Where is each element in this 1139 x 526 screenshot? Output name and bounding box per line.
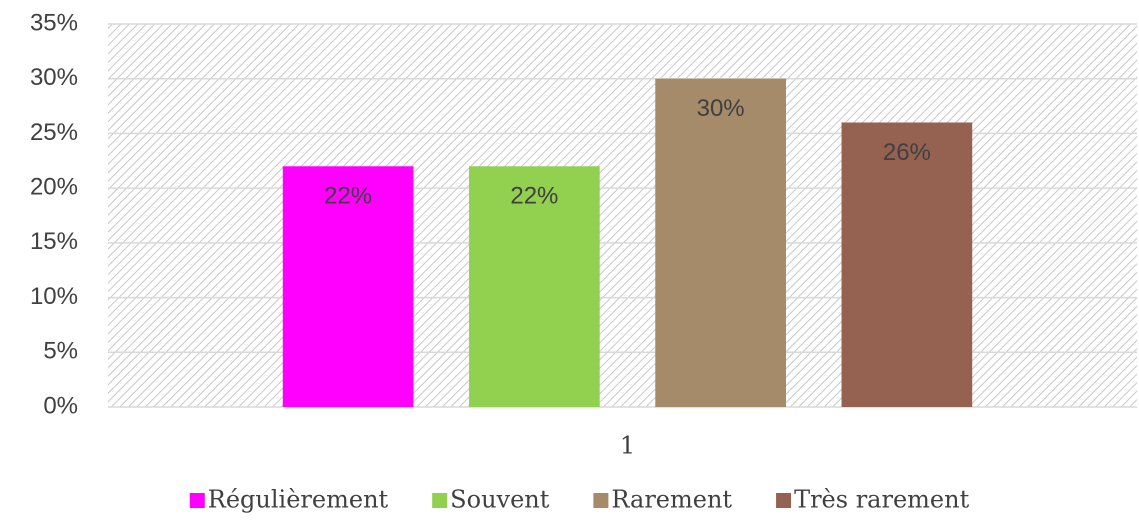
y-tick-label: 30% — [30, 64, 78, 91]
y-tick-label: 35% — [30, 9, 78, 36]
y-tick-label: 0% — [43, 392, 78, 419]
y-tick-label: 5% — [43, 338, 78, 365]
legend-label: Souvent — [450, 486, 550, 514]
y-tick-label: 15% — [30, 228, 78, 255]
bar — [655, 78, 786, 407]
legend-swatch — [432, 493, 448, 508]
legend-swatch — [593, 493, 609, 508]
bar — [282, 166, 414, 407]
y-tick-label: 20% — [30, 173, 78, 200]
legend-swatch — [776, 493, 792, 508]
legend-swatch — [189, 493, 205, 508]
y-tick-label: 25% — [30, 119, 78, 146]
data-label: 22% — [324, 183, 372, 210]
legend-label: Rarement — [611, 486, 732, 514]
y-tick-label: 10% — [30, 283, 78, 310]
legend-label: Régulièrement — [208, 486, 389, 514]
x-tick-label: 1 — [620, 432, 635, 460]
data-label: 30% — [697, 95, 745, 122]
legend-label: Très rarement — [794, 486, 970, 514]
data-label: 22% — [510, 183, 558, 210]
plot-area — [108, 24, 1137, 407]
data-label: 26% — [883, 139, 931, 166]
bar — [469, 166, 600, 407]
bar — [841, 122, 973, 407]
